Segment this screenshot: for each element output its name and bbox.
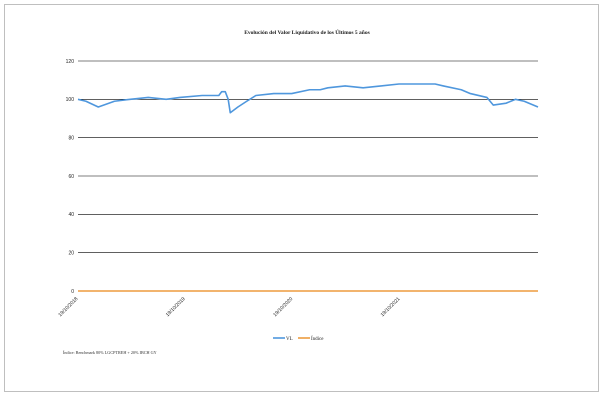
chart-title: Evolución del Valor Liquidativo de los Ú… — [244, 28, 370, 36]
legend-label-indice: Índice — [311, 336, 324, 342]
legend-label-vl: VL — [286, 337, 293, 342]
y-tick-label: 100 — [66, 97, 75, 103]
y-tick-label: 120 — [66, 59, 75, 65]
x-tick-label: 19/10/2020 — [272, 296, 294, 318]
legend: VL Índice — [273, 336, 324, 342]
chart-frame — [4, 4, 599, 392]
y-tick-label: 40 — [68, 212, 74, 218]
y-tick-label: 0 — [71, 289, 74, 295]
benchmark-note: Índice: Benchmark 80% LGCPTREH + 20% IBC… — [63, 350, 157, 355]
series-line-vl — [77, 83, 539, 114]
y-tick-label: 60 — [68, 174, 74, 180]
y-axis-labels: 0 20 40 60 80 100 120 — [66, 59, 75, 295]
y-gridlines — [78, 60, 538, 253]
x-axis-labels: 19/10/2018 19/10/2019 19/10/2020 19/10/2021 — [57, 296, 401, 318]
x-tick-label: 19/10/2018 — [57, 296, 79, 318]
x-tick-label: 19/10/2021 — [380, 296, 402, 318]
series-layer — [77, 83, 539, 292]
x-tick-label: 19/10/2019 — [165, 296, 187, 318]
y-tick-label: 20 — [68, 250, 74, 256]
y-tick-label: 80 — [68, 135, 74, 141]
